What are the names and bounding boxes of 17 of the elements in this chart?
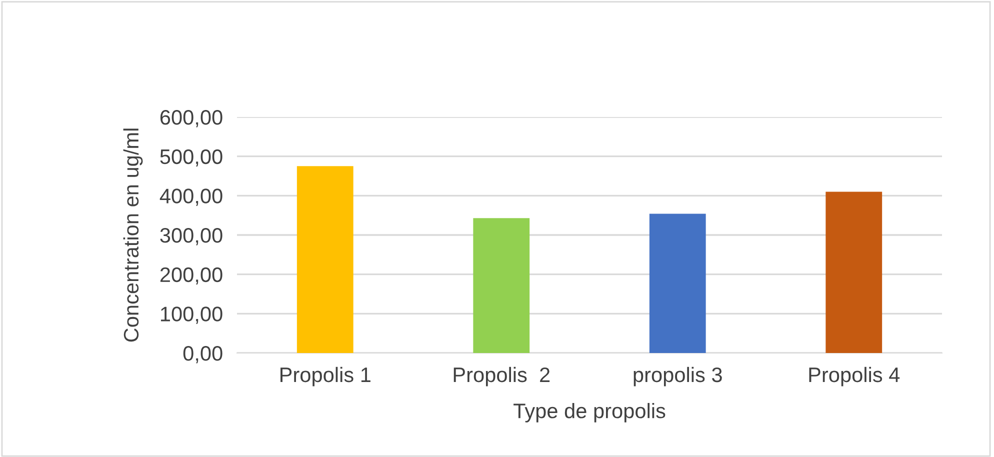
x-tick-label: Propolis 1: [280, 366, 370, 386]
x-tick-label: Propolis 2: [454, 366, 550, 386]
y-tick-label: 500,00: [160, 149, 222, 167]
x-tick-label: propolis 3: [634, 366, 722, 386]
y-tick-label: 300,00: [160, 228, 222, 246]
y-axis-title: Concentration en ug/ml: [123, 128, 143, 342]
y-tick-label: 0,00: [183, 346, 222, 364]
x-tick-label: Propolis 4: [809, 366, 900, 386]
y-tick-label: 200,00: [160, 267, 222, 285]
y-tick-label: 600,00: [160, 110, 222, 128]
bar: [473, 218, 530, 353]
bar: [296, 166, 354, 353]
bar: [649, 214, 706, 353]
bar: [826, 192, 882, 353]
x-axis-title: Type de propolis: [514, 402, 666, 422]
y-tick-label: 400,00: [160, 188, 222, 206]
y-tick-label: 100,00: [160, 306, 222, 324]
